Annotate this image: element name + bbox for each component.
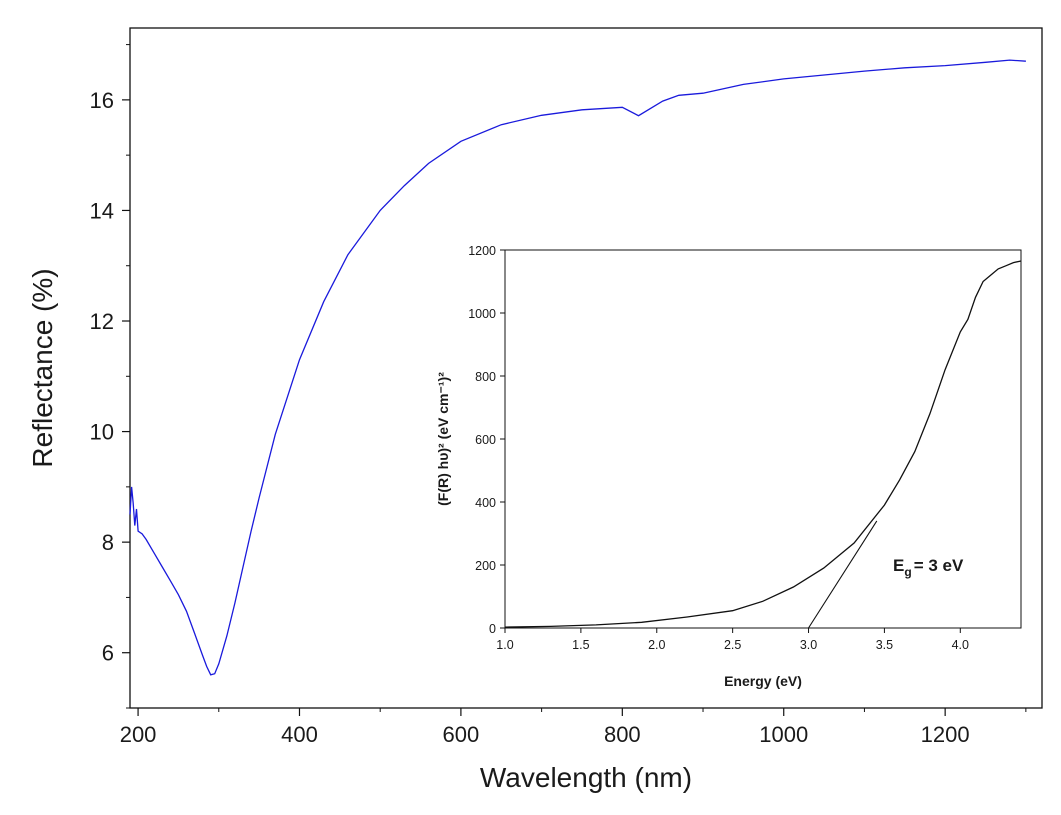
inset-x-axis-label: Energy (eV)	[724, 673, 802, 689]
main-x-tick-label: 800	[604, 722, 641, 747]
main-ticks	[122, 44, 1027, 716]
main-plot: 200 400 600 800 1000 1200 6 8 10 12 14 16 Wavelengt…	[27, 27, 1043, 793]
main-plot-frame	[129, 27, 1043, 709]
inset-x-tick-label: 1.5	[572, 638, 589, 652]
main-tick-labels: 200 400 600 800 1000 1200 6 8 10 12 14 16	[90, 88, 970, 747]
inset-plot-background	[505, 250, 1021, 628]
main-y-tick-label: 6	[102, 641, 114, 666]
main-x-tick-label: 200	[120, 722, 157, 747]
main-y-tick-label: 12	[90, 309, 114, 334]
main-y-tick-label: 8	[102, 530, 114, 555]
inset-ticks	[500, 249, 961, 633]
band-gap-subscript: g	[904, 565, 911, 579]
inset-y-axis-label: (F(R) hυ)² (eV cm⁻¹)²	[435, 372, 451, 506]
inset-tick-labels: 1.0 1.5 2.0 2.5 3.0 3.5 4.0 0 200 400 600 800 1000 12…	[468, 244, 969, 652]
main-x-tick-label: 1200	[921, 722, 970, 747]
band-gap-annotation: Eg = 3 eV	[893, 556, 964, 579]
inset-x-tick-label: 4.0	[952, 638, 969, 652]
inset-y-tick-label: 1000	[468, 307, 496, 321]
tauc-curve	[504, 260, 1022, 628]
main-x-tick-label: 400	[281, 722, 318, 747]
inset-y-tick-label: 200	[475, 559, 496, 573]
inset-x-tick-label: 3.5	[876, 638, 893, 652]
main-x-axis-label: Wavelength (nm)	[480, 762, 692, 793]
reflectance-curve	[129, 59, 1026, 676]
inset-y-tick-label: 400	[475, 496, 496, 510]
inset-y-tick-label: 800	[475, 370, 496, 384]
main-y-axis-label: Reflectance (%)	[27, 268, 58, 467]
main-y-tick-label: 16	[90, 88, 114, 113]
main-x-tick-label: 600	[443, 722, 480, 747]
main-y-tick-label: 10	[90, 420, 114, 445]
inset-y-tick-label: 0	[489, 622, 496, 636]
main-y-tick-label: 14	[90, 198, 114, 223]
inset-y-tick-label: 1200	[468, 244, 496, 258]
inset-y-tick-label: 600	[475, 433, 496, 447]
inset-x-tick-label: 3.0	[800, 638, 817, 652]
main-x-tick-label: 1000	[759, 722, 808, 747]
inset-x-tick-label: 1.0	[496, 638, 513, 652]
inset-plot: 1.0 1.5 2.0 2.5 3.0 3.5 4.0 0 200 400 600 800 1000 12…	[435, 244, 1022, 689]
inset-x-tick-label: 2.5	[724, 638, 741, 652]
band-gap-extrapolation-line	[808, 520, 878, 629]
band-gap-symbol: E	[893, 556, 904, 575]
inset-x-tick-label: 2.0	[648, 638, 665, 652]
band-gap-value: = 3 eV	[914, 556, 964, 575]
